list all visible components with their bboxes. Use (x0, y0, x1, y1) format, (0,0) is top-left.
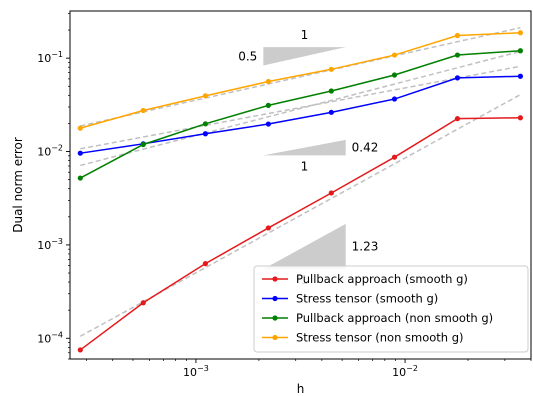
legend-entry-2: Pullback approach (non smooth g) (296, 311, 493, 325)
legend-swatch-marker-1 (272, 295, 278, 302)
series-0-point-7 (517, 115, 524, 121)
legend-entry-3: Stress tensor (non smooth g) (296, 331, 464, 345)
series-line-2 (79, 50, 521, 179)
series-1-point-4 (328, 109, 334, 115)
slope-triangle-1 (263, 139, 346, 156)
series-2-point-2 (202, 121, 209, 127)
series-3-point-3 (265, 78, 271, 85)
y-axis-label: Dual norm error (11, 137, 25, 233)
x-axis-label: h (297, 382, 305, 396)
series-line-1 (80, 75, 521, 154)
triangle-slope-label-2: 1.23 (352, 240, 379, 254)
legend-swatch-marker-0 (272, 276, 278, 282)
triangle-run-label-0: 1 (301, 28, 309, 42)
series-3-point-7 (517, 30, 524, 36)
series-3-point-4 (328, 66, 334, 72)
series-3-point-6 (454, 32, 461, 39)
series-2-point-6 (454, 52, 461, 58)
series-2-point-0 (77, 175, 83, 181)
legend-box (253, 265, 529, 353)
triangle-slope-label-1: 0.42 (352, 141, 379, 155)
x-tick-label-1: 10−2 (392, 364, 418, 379)
axis-ticks: 10−3 10−2 10−4 10−3 10−2 10−1 (37, 13, 532, 379)
series-1-point-6 (454, 75, 461, 81)
series-line-3 (80, 32, 521, 129)
series-0-point-2 (202, 261, 209, 267)
legend-swatch-marker-3 (272, 334, 278, 341)
series-2-point-3 (265, 102, 271, 108)
series-2-point-5 (391, 72, 398, 78)
triangle-slope-label-0: 0.5 (238, 49, 257, 63)
series-1-point-5 (391, 96, 398, 102)
reference-line-3 (80, 26, 521, 127)
series-0-point-4 (328, 190, 334, 196)
y-tick-label-1: 10−3 (37, 237, 63, 252)
series-0-point-5 (391, 154, 398, 160)
series-3-point-0 (77, 125, 83, 131)
y-tick-label-3: 10−1 (37, 50, 63, 65)
series-3-point-1 (140, 107, 146, 114)
reference-line-2 (80, 50, 521, 167)
series-lines (77, 30, 524, 353)
series-1-point-0 (77, 150, 83, 156)
legend: Pullback approach (smooth g) Stress tenso… (253, 265, 529, 353)
legend-swatch-marker-2 (272, 315, 278, 321)
series-2-point-1 (140, 141, 146, 148)
legend-entry-1: Stress tensor (smooth g) (296, 292, 438, 306)
series-3-point-2 (202, 93, 209, 99)
x-tick-label-0: 10−3 (183, 364, 209, 379)
series-3-point-5 (391, 52, 398, 58)
legend-entry-0: Pullback approach (smooth g) (296, 272, 468, 286)
y-tick-label-2: 10−2 (37, 144, 63, 159)
series-0-point-6 (454, 116, 461, 122)
series-0-point-0 (77, 347, 83, 353)
plot-frame (69, 10, 532, 360)
series-2-point-7 (517, 48, 524, 54)
slope-triangle-0 (263, 47, 346, 66)
series-1-point-2 (202, 131, 209, 137)
series-0-point-1 (140, 300, 146, 306)
slope-triangles: 10.510.4211.23 (238, 28, 378, 287)
slope-triangle-2 (263, 223, 346, 270)
series-0-point-3 (265, 225, 271, 231)
series-1-point-3 (265, 121, 271, 127)
triangle-run-label-1: 1 (301, 159, 309, 173)
series-1-point-7 (517, 73, 524, 79)
reference-line-1 (80, 65, 521, 150)
series-line-0 (79, 117, 521, 351)
y-tick-label-0: 10−4 (37, 330, 63, 345)
series-2-point-4 (328, 88, 334, 94)
